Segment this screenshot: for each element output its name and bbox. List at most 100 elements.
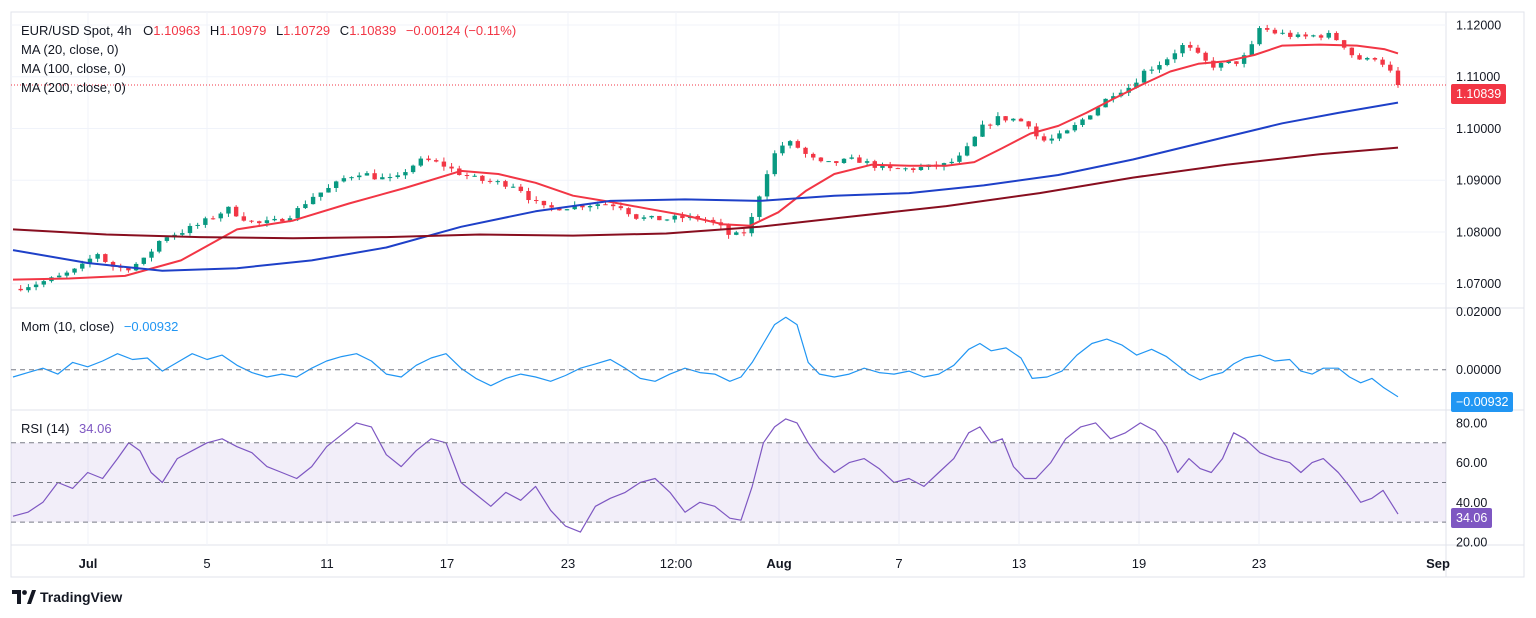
- candle-body: [1249, 44, 1255, 56]
- candle-body: [1349, 47, 1355, 56]
- price-tick-label: 1.09000: [1456, 174, 1501, 188]
- candle-body: [426, 158, 431, 161]
- candle-body: [149, 251, 154, 258]
- candle-body: [272, 218, 277, 221]
- candle-body: [1280, 32, 1285, 34]
- symbol-title: EUR/USD Spot, 4h: [21, 23, 132, 38]
- candle-body: [1011, 118, 1016, 121]
- candle-body: [1357, 55, 1362, 60]
- candle-body: [1172, 53, 1178, 60]
- candle-body: [480, 175, 485, 181]
- candle-body: [372, 173, 377, 180]
- time-tick-label: Jul: [79, 556, 98, 571]
- candle-body: [1326, 32, 1331, 38]
- grid-lines: [11, 12, 1446, 545]
- close-value: 1.10839: [349, 23, 397, 38]
- close-label: C: [339, 23, 350, 38]
- candle-body: [487, 180, 493, 182]
- tradingview-logo[interactable]: TradingView: [12, 589, 122, 605]
- candle-body: [795, 141, 801, 148]
- ma200-legend[interactable]: MA (200, close, 0): [21, 80, 126, 95]
- candle-body: [41, 281, 46, 285]
- high-label: H: [209, 23, 220, 38]
- candle-body: [1241, 55, 1247, 64]
- candle-body: [441, 161, 447, 167]
- ma20-legend[interactable]: MA (20, close, 0): [21, 42, 119, 57]
- candle-body: [587, 205, 593, 208]
- open-value: 1.10963: [153, 23, 201, 38]
- candle-body: [857, 157, 862, 163]
- candle-body: [187, 225, 193, 234]
- candle-body: [449, 166, 454, 169]
- rsi-line: [12, 418, 1399, 533]
- high-value: 1.10979: [219, 23, 267, 38]
- ma20-line: [12, 43, 1399, 281]
- candle-body: [287, 218, 293, 222]
- candle-body: [564, 209, 570, 211]
- candle-body: [534, 200, 539, 202]
- candle-body: [634, 214, 639, 219]
- candle-body: [1057, 133, 1062, 139]
- candle-body: [1226, 61, 1231, 64]
- candle-body: [395, 175, 400, 178]
- candle-body: [26, 287, 31, 291]
- rsi-legend[interactable]: RSI (14) 34.06: [21, 419, 114, 438]
- candle-body: [195, 224, 200, 226]
- price-candles[interactable]: [18, 24, 1401, 293]
- candle-body: [880, 164, 885, 168]
- candle-body: [610, 204, 616, 207]
- rsi-value: 34.06: [79, 421, 112, 436]
- rsi-value-badge: 34.06: [1451, 508, 1493, 528]
- candle-body: [849, 157, 854, 159]
- candle-body: [818, 157, 824, 162]
- candle-body: [341, 178, 347, 182]
- candle-body: [1180, 45, 1185, 54]
- change-value: −0.00124 (−0.11%): [405, 23, 517, 38]
- candle-body: [918, 167, 924, 171]
- candle-body: [757, 196, 762, 217]
- candle-body: [87, 258, 93, 264]
- time-tick-label: 19: [1132, 556, 1146, 571]
- candle-body: [1149, 69, 1154, 71]
- candle-body: [787, 141, 793, 146]
- tradingview-icon: [12, 590, 36, 604]
- candle-body: [518, 186, 524, 192]
- candle-body: [726, 225, 731, 235]
- last-price-badge: 1.10839: [1451, 84, 1507, 104]
- candle-body: [1203, 52, 1208, 61]
- candle-body: [1088, 115, 1093, 120]
- brand-name: TradingView: [40, 589, 123, 605]
- candle-body: [1341, 40, 1347, 48]
- candle-body: [772, 153, 777, 175]
- candle-body: [1218, 63, 1224, 68]
- ma100-legend[interactable]: MA (100, close, 0): [21, 61, 126, 76]
- ma200-line: [12, 146, 1399, 240]
- price-tick-label: 1.08000: [1456, 225, 1501, 239]
- candle-body: [1288, 32, 1293, 37]
- candle-body: [664, 219, 670, 221]
- candle-body: [56, 275, 62, 278]
- candle-body: [1334, 32, 1339, 41]
- candle-body: [1234, 61, 1239, 64]
- candle-body: [549, 205, 554, 208]
- candle-body: [1157, 65, 1162, 70]
- candle-body: [603, 204, 608, 206]
- mom-legend[interactable]: Mom (10, close) −0.00932: [21, 317, 180, 336]
- candle-body: [741, 232, 747, 234]
- candle-body: [1003, 116, 1008, 121]
- candle-body: [210, 218, 216, 220]
- candle-body: [110, 261, 116, 267]
- candle-body: [249, 220, 254, 222]
- candle-body: [241, 216, 247, 221]
- candle-body: [141, 257, 147, 264]
- candle-body: [1064, 130, 1070, 134]
- candle-body: [680, 215, 685, 219]
- candle-body: [226, 206, 231, 214]
- candle-body: [380, 177, 385, 180]
- candle-body: [734, 232, 739, 235]
- candle-body: [387, 177, 393, 179]
- ma100-line: [12, 101, 1399, 272]
- candle-body: [503, 181, 508, 187]
- mom-value: −0.00932: [123, 319, 179, 334]
